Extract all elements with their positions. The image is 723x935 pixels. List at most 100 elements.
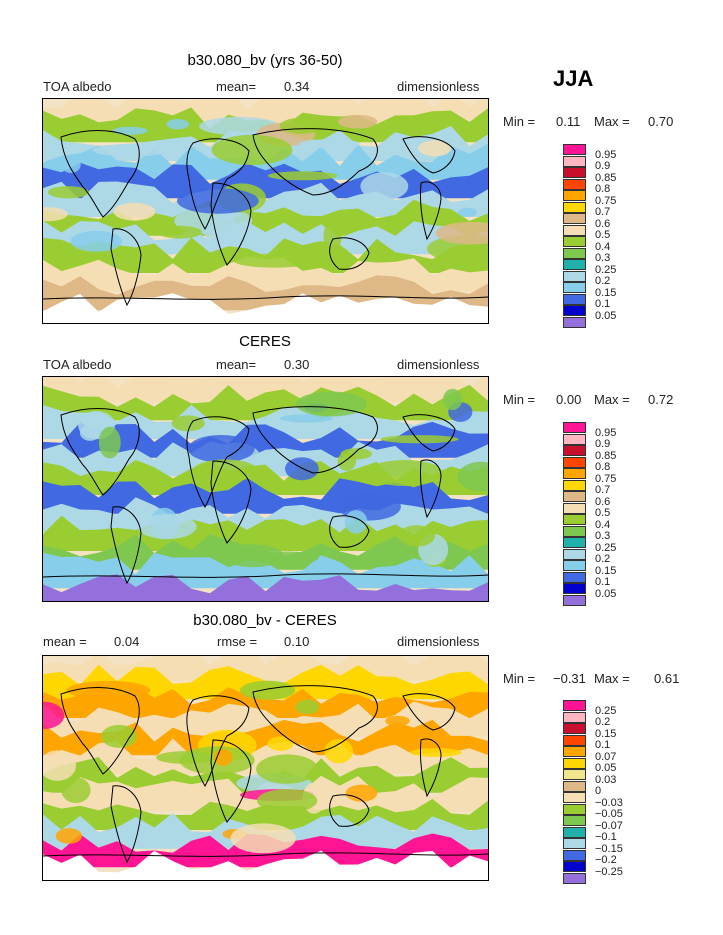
panel2-mean-value: 0.30 bbox=[284, 357, 310, 372]
contour-band bbox=[43, 181, 488, 217]
panel3-rmse-label: rmse = bbox=[217, 634, 258, 649]
contour-patch bbox=[204, 214, 239, 246]
contour-patch bbox=[70, 230, 123, 252]
colorbar-swatch bbox=[563, 525, 586, 537]
colorbar-swatch bbox=[563, 155, 586, 167]
contour-band bbox=[43, 757, 488, 793]
contour-patch bbox=[79, 425, 101, 441]
contour-patch bbox=[279, 117, 323, 134]
colorbar-swatch bbox=[563, 491, 586, 502]
colorbar-swatch bbox=[563, 293, 586, 305]
contour-patch bbox=[345, 784, 378, 802]
colorbar-swatch bbox=[563, 224, 586, 236]
colorbar-swatch bbox=[563, 422, 586, 433]
contour-patch bbox=[307, 245, 349, 262]
panel2-variable-label: TOA albedo bbox=[43, 357, 112, 372]
contour-patch bbox=[256, 754, 319, 784]
coastline bbox=[186, 695, 250, 788]
contour-band bbox=[43, 293, 488, 323]
coastline bbox=[329, 794, 370, 827]
coastline bbox=[60, 687, 140, 775]
colorbar-tick-label: 0.4 bbox=[595, 240, 611, 253]
contour-patch bbox=[323, 221, 342, 252]
colorbar-swatch bbox=[563, 803, 586, 815]
contour-patch bbox=[43, 750, 76, 781]
panel1-units-label: dimensionless bbox=[397, 79, 480, 94]
coastline bbox=[110, 228, 142, 307]
panel2-title: CERES bbox=[239, 333, 291, 350]
colorbar-tick-label: 0.1 bbox=[595, 298, 611, 310]
contour-patch bbox=[398, 525, 436, 547]
colorbar-tick-label: −0.03 bbox=[595, 796, 623, 809]
colorbar-swatch bbox=[563, 723, 586, 734]
colorbar-tick-label: 0.75 bbox=[595, 194, 617, 207]
colorbar-tick-label: −0.2 bbox=[595, 854, 617, 866]
colorbar-swatch bbox=[563, 190, 586, 201]
contour-patch bbox=[112, 126, 148, 135]
contour-band bbox=[43, 850, 488, 880]
colorbar-swatch bbox=[563, 849, 586, 861]
colorbar-swatch bbox=[563, 700, 586, 711]
contour-patch bbox=[295, 699, 320, 715]
coastline bbox=[60, 408, 140, 496]
colorbar-swatch bbox=[563, 815, 586, 826]
contour-patch bbox=[410, 748, 462, 757]
colorbar-swatch bbox=[563, 433, 586, 445]
contour-band bbox=[43, 813, 488, 849]
colorbar-tick-label: 0 bbox=[595, 785, 602, 797]
panel3-max-label: Max = bbox=[594, 671, 630, 686]
colorbar-swatch bbox=[563, 479, 586, 491]
panel2-mean-label: mean= bbox=[216, 357, 257, 372]
contour-patch bbox=[295, 391, 367, 417]
panel1-title: b30.080_bv (yrs 36-50) bbox=[187, 52, 343, 69]
colorbar-tick-label: 0.5 bbox=[595, 229, 611, 241]
contour-patch bbox=[455, 784, 486, 796]
colorbar-tick-label: 0.6 bbox=[595, 495, 611, 508]
contour-patch bbox=[166, 119, 189, 130]
contour-patch bbox=[211, 134, 293, 165]
colorbar-tick-label: 0.05 bbox=[595, 587, 617, 600]
contour-band bbox=[43, 421, 488, 458]
coastline bbox=[329, 237, 370, 270]
colorbar-swatch bbox=[563, 583, 586, 594]
colorbar-tick-label: 0.3 bbox=[595, 252, 611, 264]
coastline bbox=[252, 128, 378, 196]
contour-band bbox=[43, 719, 488, 756]
antarctica-coastline bbox=[43, 573, 488, 578]
coastline bbox=[210, 739, 252, 823]
colorbar-swatch bbox=[563, 316, 586, 328]
colorbar-swatch bbox=[563, 282, 586, 293]
colorbar-swatch bbox=[563, 792, 586, 803]
colorbar-tick-label: 0.03 bbox=[595, 773, 617, 786]
contour-patch bbox=[298, 139, 361, 149]
contour-patch bbox=[55, 828, 83, 844]
colorbar-tick-label: 0.95 bbox=[595, 426, 617, 439]
colorbar-swatch bbox=[563, 456, 586, 468]
colorbar-tick-label: 0.25 bbox=[595, 541, 617, 554]
panel3-rmse-value: 0.10 bbox=[284, 634, 310, 649]
panel3-mean-value: 0.04 bbox=[114, 634, 140, 649]
contour-patch bbox=[187, 435, 255, 463]
panel1-min-label: Min = bbox=[503, 114, 536, 129]
contour-patch bbox=[98, 426, 121, 459]
contour-patch bbox=[47, 186, 89, 199]
colorbar-tick-label: 0.4 bbox=[595, 518, 611, 531]
colorbar-swatch bbox=[563, 746, 586, 757]
contour-patch bbox=[385, 715, 410, 727]
colorbar-swatch bbox=[563, 769, 586, 780]
contour-patch bbox=[380, 435, 459, 444]
colorbar-tick-label: 0.15 bbox=[595, 727, 617, 740]
contour-patch bbox=[279, 414, 334, 423]
panel2-max-label: Max = bbox=[594, 392, 630, 407]
colorbar-tick-label: 0.5 bbox=[595, 507, 611, 519]
contour-patch bbox=[101, 724, 138, 748]
coastline bbox=[329, 515, 370, 548]
contour-patch bbox=[137, 514, 197, 540]
map-field bbox=[43, 99, 488, 323]
contour-patch bbox=[457, 207, 478, 217]
coastline bbox=[110, 506, 142, 585]
contour-patch bbox=[457, 461, 488, 492]
panel1-max-value: 0.70 bbox=[648, 114, 674, 129]
coastline bbox=[420, 738, 442, 798]
contour-patch bbox=[113, 202, 156, 221]
